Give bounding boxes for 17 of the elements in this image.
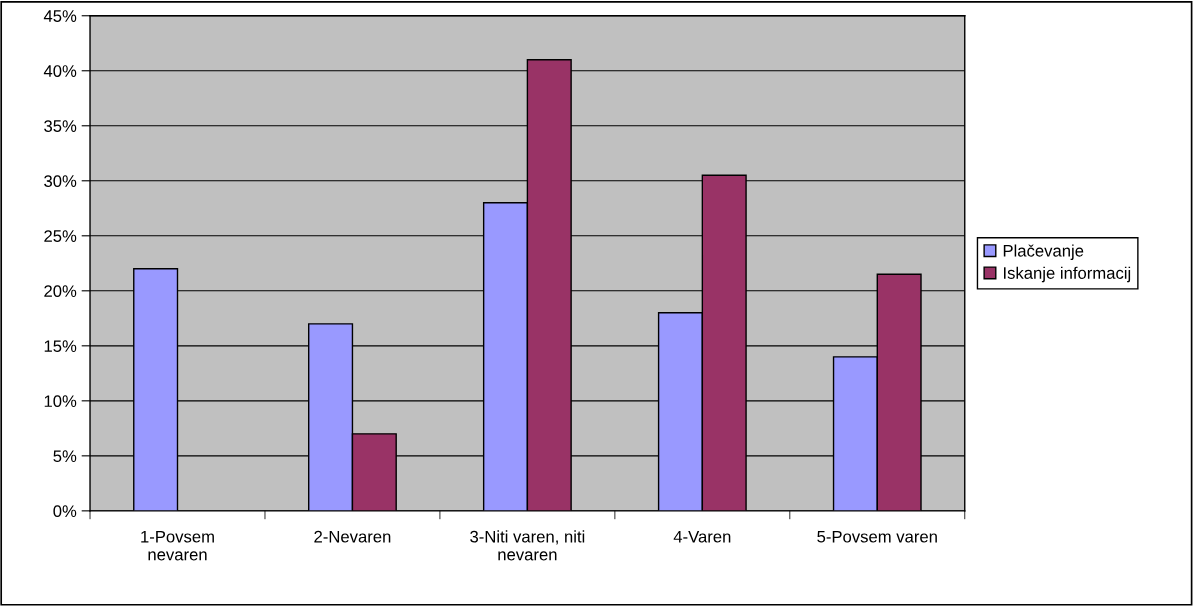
x-tick-label: 1-Povsem nevaren bbox=[141, 530, 214, 561]
y-tick-label: 15% bbox=[44, 340, 77, 353]
x-tick-label: 3-Niti varen, niti nevaren bbox=[470, 530, 585, 561]
y-tick-label: 25% bbox=[44, 230, 77, 242]
y-tick-label: 5% bbox=[53, 450, 77, 463]
legend-label: Iskanje informacij bbox=[1004, 266, 1131, 283]
y-tick-label: 20% bbox=[44, 285, 77, 298]
x-tick-label: 4-Varen bbox=[673, 530, 731, 543]
x-tick-label: 5-Povsem varen bbox=[817, 530, 937, 543]
x-tick-label: 2-Nevaren bbox=[314, 530, 391, 543]
legend-label: Plačevanje bbox=[1003, 244, 1084, 260]
y-tick-label: 35% bbox=[44, 120, 77, 132]
y-tick-label: 0% bbox=[53, 505, 77, 518]
y-tick-label: 45% bbox=[43, 10, 77, 22]
y-tick-label: 40% bbox=[43, 65, 77, 77]
y-tick-label: 30% bbox=[44, 175, 77, 187]
y-tick-label: 10% bbox=[44, 395, 77, 408]
